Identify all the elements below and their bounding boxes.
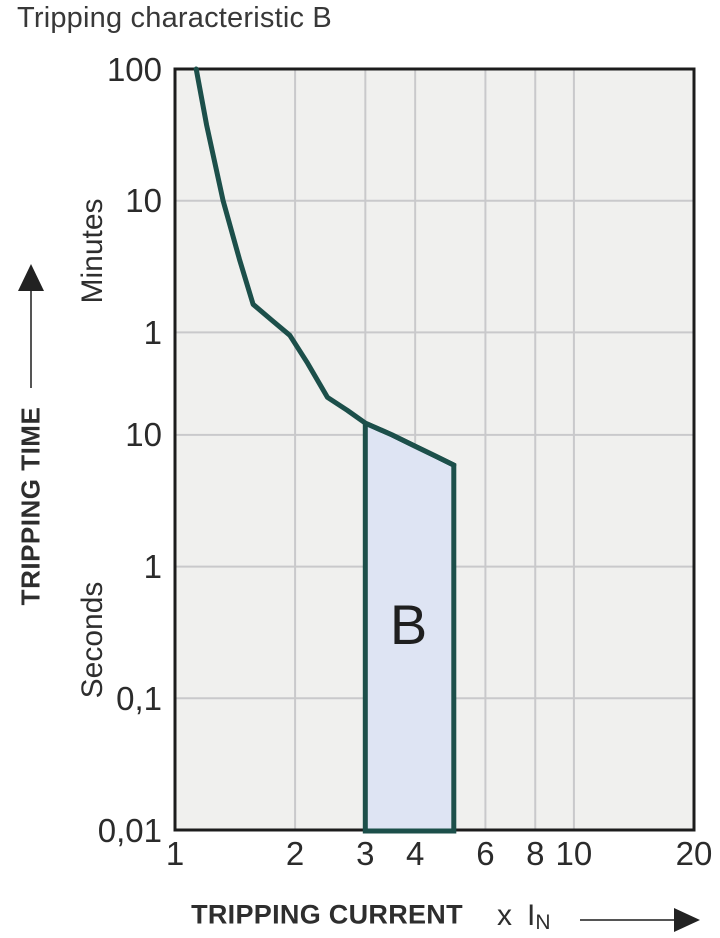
- y-tick-label-minutes: 1: [143, 313, 162, 351]
- x-tick-label: 20: [675, 835, 713, 872]
- y-tick-label-seconds: 10: [125, 416, 162, 454]
- multiplier-base: I: [527, 899, 536, 932]
- x-tick-label: 2: [285, 835, 305, 872]
- x-tick-label: 6: [476, 835, 495, 872]
- y-tick-label-seconds: 0,1: [116, 679, 162, 717]
- multiplier-prefix: x: [497, 899, 512, 932]
- multiplier-subscript: N: [535, 911, 551, 934]
- page-title: Tripping characteristic B: [17, 2, 332, 34]
- y-tick-label-minutes: 10: [125, 182, 162, 220]
- x-tick-label: 1: [165, 835, 185, 872]
- x-axis-arrow-head-icon: [674, 908, 700, 932]
- x-tick-label: 8: [526, 835, 545, 872]
- y-tick-label-seconds: 0,01: [97, 811, 162, 849]
- x-axis-label: TRIPPING CURRENT: [191, 899, 463, 930]
- region-label-box: B: [377, 594, 440, 656]
- x-tick-label: 4: [405, 835, 425, 872]
- region-label: B: [389, 593, 428, 656]
- y-tick-label-seconds: 1: [143, 548, 162, 586]
- x-axis-multiplier: x I N: [497, 899, 551, 934]
- x-tick-label: 10: [555, 835, 593, 872]
- y-tick-label-minutes: 100: [106, 50, 162, 88]
- y-axis-arrow-head-icon: [18, 264, 44, 291]
- tripping-curve: [193, 66, 457, 468]
- x-tick-label: 3: [356, 835, 375, 872]
